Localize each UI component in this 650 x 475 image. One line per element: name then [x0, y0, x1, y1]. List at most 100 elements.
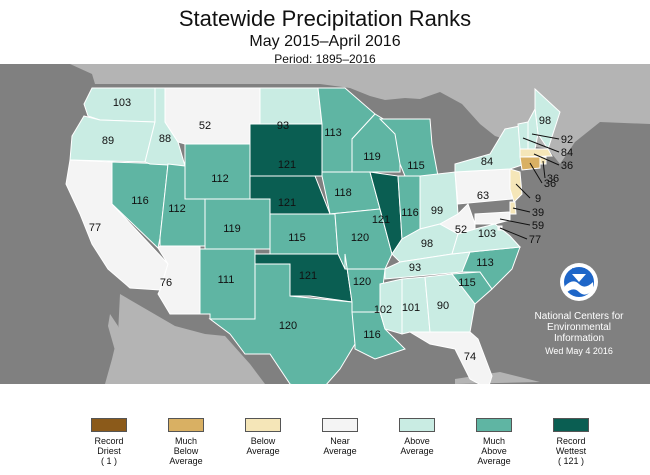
- state-me: [534, 87, 561, 151]
- state-ma: [519, 148, 553, 158]
- rank-label-ok: 121: [299, 270, 317, 282]
- rank-label-vt: 84: [561, 147, 573, 159]
- legend-label: Much: [482, 436, 505, 446]
- org-name-line1: National Centers for: [534, 311, 624, 322]
- legend-label: Below: [250, 436, 276, 446]
- rank-label-ks: 115: [288, 232, 306, 244]
- rank-label-wy: 112: [211, 173, 229, 185]
- rank-label-ga: 90: [437, 300, 449, 312]
- legend-swatch: [322, 418, 358, 432]
- rank-label-oh: 99: [431, 205, 443, 217]
- rank-label-ny: 84: [481, 156, 493, 168]
- legend-label: Wettest: [555, 446, 587, 456]
- legend-label: Record: [556, 436, 586, 446]
- rank-label-de: 39: [532, 207, 544, 219]
- legend-label: Below: [173, 446, 199, 456]
- map-title: Statewide Precipitation Ranks: [178, 6, 472, 31]
- rank-label-sd: 121: [278, 159, 296, 171]
- legend-label: Average: [477, 456, 511, 466]
- rank-label-mn: 113: [324, 127, 342, 139]
- rank-label-ar: 120: [353, 276, 371, 288]
- org-name-line3: Information: [553, 333, 605, 344]
- leader-line-ct: [529, 162, 543, 184]
- legend-label: Average: [400, 446, 434, 456]
- noaa-logo-text: NOAA: [572, 268, 587, 274]
- leader-line-ri: [542, 160, 546, 179]
- issue-date: Wed May 4 2016: [545, 346, 613, 356]
- rank-label-me: 98: [539, 115, 551, 127]
- rank-label-pa: 63: [477, 190, 489, 202]
- us-map: 1038977116885211211276119111931211211151…: [0, 64, 650, 384]
- rank-label-mt: 52: [199, 120, 211, 132]
- rank-label-tn: 93: [409, 262, 421, 274]
- rank-label-la: 116: [363, 329, 381, 341]
- rank-label-al: 101: [402, 302, 420, 314]
- rank-label-ri: 36: [547, 173, 559, 185]
- rank-label-dc: 77: [529, 234, 541, 246]
- rank-label-ia: 118: [334, 187, 352, 199]
- legend-label: ( 1 ): [100, 456, 117, 466]
- legend-swatch: [399, 418, 435, 432]
- legend-item-much-below: Much Below Average: [147, 418, 225, 466]
- legend: Record Driest( 1 ) Much Below Average Below Av…: [0, 418, 650, 475]
- rank-label-ct: 36: [544, 178, 556, 190]
- legend-item-record-wettest: Record Wettest( 121 ): [532, 418, 610, 466]
- map-period: Period: 1895–2016: [274, 52, 376, 66]
- legend-item-below: Below Average: [224, 418, 302, 456]
- rank-label-co: 119: [223, 223, 241, 235]
- rank-label-ms: 102: [374, 304, 392, 316]
- rank-label-va: 103: [478, 228, 496, 240]
- state-wy: [184, 143, 251, 200]
- state-wi: [351, 113, 401, 173]
- map-subtitle: May 2015–April 2016: [249, 33, 401, 50]
- rank-label-nd: 93: [277, 120, 289, 132]
- rank-label-in: 116: [401, 207, 419, 219]
- leader-line-nj: [515, 183, 531, 199]
- state-mt: [164, 87, 261, 145]
- legend-label: Driest: [97, 446, 121, 456]
- legend-item-near: Near Average: [301, 418, 379, 456]
- legend-label: Above: [481, 446, 507, 456]
- rank-label-wa: 103: [113, 97, 131, 109]
- rank-label-fl: 74: [464, 351, 476, 363]
- legend-label: Much: [174, 436, 197, 446]
- legend-label: Average: [323, 446, 357, 456]
- rank-label-tx: 120: [279, 320, 297, 332]
- rank-label-az: 76: [160, 277, 172, 289]
- org-name-line2: Environmental: [547, 322, 611, 333]
- rank-label-wi: 119: [363, 151, 381, 163]
- rank-label-il: 121: [372, 214, 390, 226]
- mexico-land: [105, 294, 265, 384]
- legend-swatch: [553, 418, 589, 432]
- state-ms: [379, 278, 403, 335]
- rank-label-nv: 116: [131, 195, 149, 207]
- rank-label-wv: 52: [455, 224, 467, 236]
- legend-label: Average: [246, 446, 280, 456]
- legend-label: Above: [404, 436, 430, 446]
- legend-label: ( 121 ): [557, 456, 584, 466]
- legend-item-much-above: Much Above Average: [455, 418, 533, 466]
- leader-line-ma: [533, 153, 560, 166]
- rank-label-ca: 77: [89, 222, 101, 234]
- legend-swatch: [168, 418, 204, 432]
- state-md: [474, 211, 511, 225]
- rank-label-ma: 36: [561, 160, 573, 172]
- legend-item-record-driest: Record Driest( 1 ): [70, 418, 148, 466]
- rank-label-nh: 92: [561, 134, 573, 146]
- rank-label-ut: 112: [168, 203, 186, 215]
- rank-label-mo: 120: [351, 232, 369, 244]
- state-vt: [517, 121, 529, 150]
- leader-line-md: [499, 218, 531, 226]
- leader-line-nh: [531, 133, 560, 140]
- leader-line-vt: [522, 137, 560, 153]
- legend-label: Near: [330, 436, 350, 446]
- leader-line-de: [512, 207, 531, 213]
- legend-swatch: [476, 418, 512, 432]
- noaa-credit: NOAA National Centers for Environmental …: [524, 262, 634, 357]
- state-nj: [509, 168, 523, 203]
- rank-label-nj: 9: [535, 193, 541, 205]
- header: Statewide Precipitation Ranks May 2015–A…: [0, 0, 650, 67]
- leader-line-dc: [499, 227, 528, 240]
- rank-label-sc: 115: [458, 277, 476, 289]
- legend-label: Average: [169, 456, 203, 466]
